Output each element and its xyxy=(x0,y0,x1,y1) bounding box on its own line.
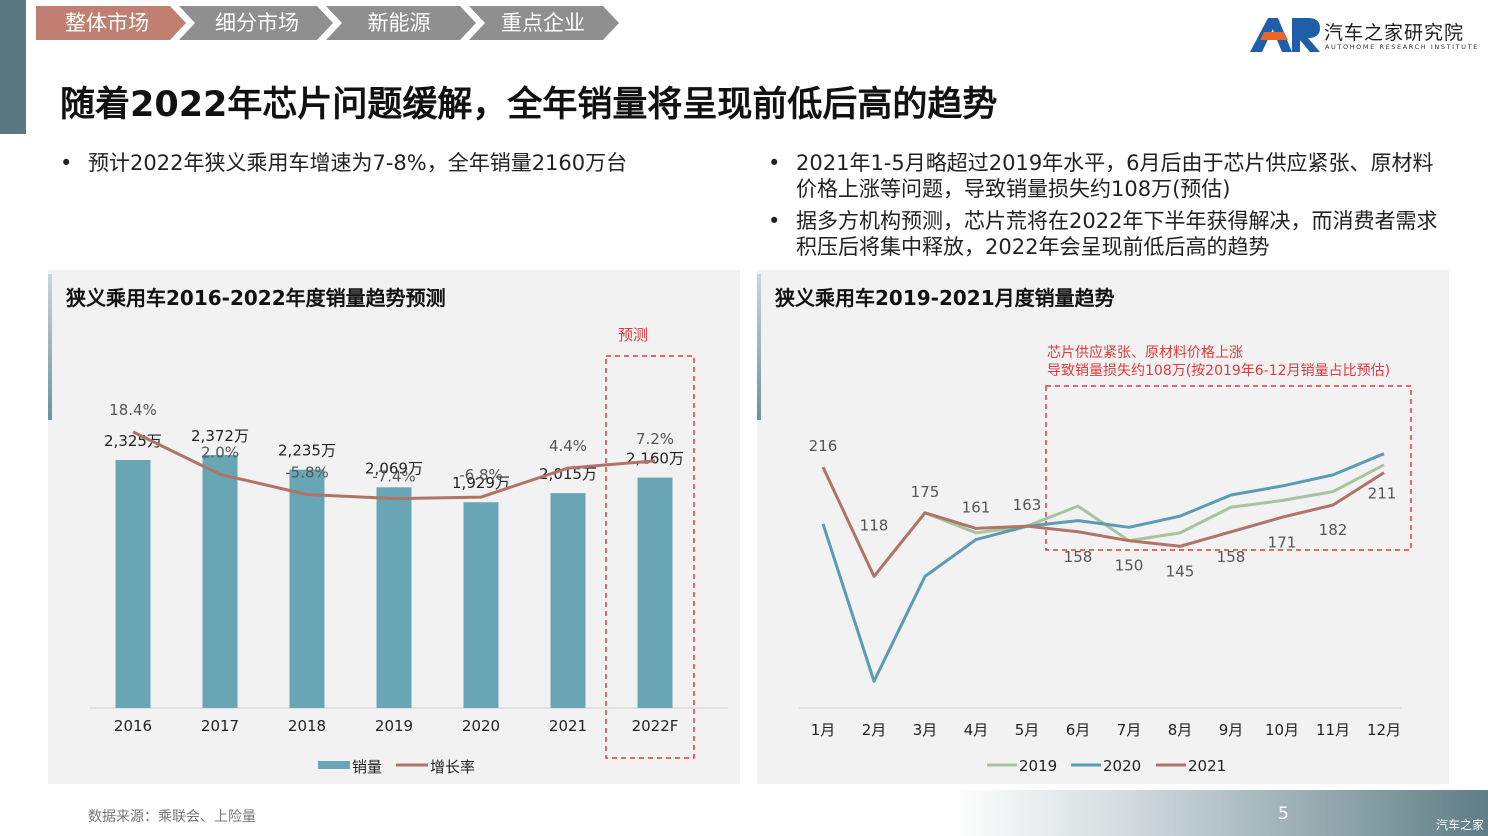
panel-accent xyxy=(48,274,52,420)
bar-value-label: 1,929万 xyxy=(452,474,510,492)
monthly-chart-svg: 芯片供应紧张、原材料价格上涨导致销量损失约108万(按2019年6-12月销量占… xyxy=(799,344,1412,775)
series-2021-point-label: 161 xyxy=(962,498,991,516)
page-title: 随着2022年芯片问题缓解，全年销量将呈现前低后高的趋势 xyxy=(60,85,998,125)
nav-tab-key-companies[interactable]: 重点企业 xyxy=(501,11,585,35)
series-2021-point-label: 118 xyxy=(860,516,889,534)
footer-band xyxy=(950,790,1488,836)
growth-rate-label: -7.4% xyxy=(372,468,416,486)
bullet-forecast: 预计2022年狭义乘用车增速为7-8%，全年销量2160万台 xyxy=(60,150,700,176)
bar-value-label: 2,372万 xyxy=(191,427,249,445)
x-tick-label: 2019 xyxy=(375,717,413,735)
x-tick-label: 9月 xyxy=(1219,721,1244,739)
monthly-chart-title: 狭义乘用车2019-2021月度销量趋势 xyxy=(775,286,1115,310)
series-2021-point-label: 150 xyxy=(1115,557,1144,575)
growth-rate-label: 4.4% xyxy=(549,437,587,455)
x-tick-label: 2022F xyxy=(632,717,679,735)
series-2019-line xyxy=(924,463,1385,543)
logo-ar-mark xyxy=(1250,18,1320,52)
series-2021-point-label: 158 xyxy=(1217,548,1246,566)
bullets-left: 预计2022年狭义乘用车增速为7-8%，全年销量2160万台 xyxy=(60,150,700,182)
chip-shortage-box xyxy=(1045,385,1412,551)
growth-rate-label: -6.8% xyxy=(459,466,503,484)
x-tick-label: 2020 xyxy=(462,717,500,735)
x-tick-label: 2017 xyxy=(201,717,239,735)
panel-accent xyxy=(757,274,761,420)
sales-bar xyxy=(115,460,151,708)
legend-label-growth: 增长率 xyxy=(430,758,475,776)
x-tick-label: 3月 xyxy=(913,721,938,739)
series-2021-line xyxy=(821,466,1385,578)
growth-rate-label: 18.4% xyxy=(109,401,157,419)
logo-english-name: AUTOHOME RESEARCH INSTITUTE xyxy=(1325,43,1479,51)
x-tick-label: 6月 xyxy=(1066,721,1091,739)
x-tick-label: 2018 xyxy=(288,717,326,735)
nav-tab-shape-3[interactable] xyxy=(326,6,476,40)
x-tick-label: 8月 xyxy=(1168,721,1193,739)
growth-rate-label: 2.0% xyxy=(201,443,239,461)
legend-label-2020: 2020 xyxy=(1103,757,1141,775)
sales-bar xyxy=(289,469,325,708)
sales-bar xyxy=(463,502,499,708)
x-tick-label: 10月 xyxy=(1265,721,1299,739)
series-2021-point-label: 216 xyxy=(809,437,838,455)
left-accent-bar xyxy=(0,0,26,134)
annual-chart-svg: 2,325万 2016 2,372万 2017 2,235万 2018 2,069万 2019… xyxy=(90,326,728,776)
monthly-chart-panel: 狭义乘用车2019-2021月度销量趋势 芯片供应紧张、原材料价格上涨导致销量损… xyxy=(757,270,1449,784)
x-tick-label: 5月 xyxy=(1015,721,1040,739)
forecast-box xyxy=(605,355,695,759)
nav-tab-shape-4[interactable] xyxy=(469,6,619,40)
legend-swatch-sales xyxy=(318,761,350,769)
bar-value-label: 2,325万 xyxy=(104,432,162,450)
nav-tab-segment[interactable]: 细分市场 xyxy=(215,11,299,35)
bullets-right: 2021年1-5月略超过2019年水平，6月后由于芯片供应紧张、原材料价格上涨等… xyxy=(768,150,1448,266)
watermark: 汽车之家 xyxy=(1436,818,1485,832)
x-tick-label: 2月 xyxy=(862,721,887,739)
legend-label-2019: 2019 xyxy=(1019,757,1057,775)
nav-tab-overall[interactable]: 整体市场 xyxy=(65,11,149,35)
chip-annotation-line1: 芯片供应紧张、原材料价格上涨 xyxy=(1047,344,1243,361)
brand-logo: 汽车之家研究院 AUTOHOME RESEARCH INSTITUTE xyxy=(1248,14,1478,58)
series-2021-point-label: 171 xyxy=(1268,533,1297,551)
series-2021-point-label: 158 xyxy=(1064,548,1093,566)
x-tick-label: 4月 xyxy=(964,721,989,739)
bar-value-label: 2,160万 xyxy=(626,450,684,468)
series-2021-point-label: 163 xyxy=(1013,496,1042,514)
growth-rate-label: 7.2% xyxy=(636,430,674,448)
page-number: 5 xyxy=(1278,804,1289,824)
sales-bar xyxy=(550,493,586,708)
nav-tab-nev[interactable]: 新能源 xyxy=(367,11,431,35)
x-tick-label: 1月 xyxy=(811,721,836,739)
bar-value-label: 2,069万 xyxy=(365,459,423,477)
series-2021-point-label: 175 xyxy=(911,483,940,501)
annual-chart-panel: 狭义乘用车2016-2022年度销量趋势预测 2,325万 2016 2,372万 2… xyxy=(48,270,740,784)
series-2021-point-label: 182 xyxy=(1319,521,1348,539)
bar-value-label: 2,235万 xyxy=(278,442,336,460)
x-tick-label: 2021 xyxy=(549,717,587,735)
series-2021-point-label: 211 xyxy=(1368,485,1397,503)
nav-tab-shape-2[interactable] xyxy=(179,6,333,40)
chip-annotation-line2: 导致销量损失约108万(按2019年6-12月销量占比预估) xyxy=(1047,363,1390,379)
nav-tab-shape-1[interactable] xyxy=(36,6,186,40)
bullet-chip-impact: 2021年1-5月略超过2019年水平，6月后由于芯片供应紧张、原材料价格上涨等… xyxy=(768,150,1448,202)
nav-arrows xyxy=(36,6,619,40)
x-tick-label: 11月 xyxy=(1316,721,1350,739)
series-2021-point-label: 145 xyxy=(1166,562,1195,580)
bar-value-label: 2,015万 xyxy=(539,465,597,483)
bullet-2022-outlook: 据多方机构预测，芯片荒将在2022年下半年获得解决，而消费者需求积压后将集中释放… xyxy=(768,208,1448,260)
x-tick-label: 7月 xyxy=(1117,721,1142,739)
logo-chinese-name: 汽车之家研究院 xyxy=(1324,22,1465,44)
sales-bar xyxy=(376,487,412,708)
forecast-annotation: 预测 xyxy=(618,326,648,344)
x-tick-label: 2016 xyxy=(114,717,152,735)
data-source: 数据来源：乘联会、上险量 xyxy=(88,809,256,825)
legend-label-sales: 销量 xyxy=(352,758,382,776)
annual-chart-title: 狭义乘用车2016-2022年度销量趋势预测 xyxy=(66,286,446,310)
sales-bar xyxy=(637,477,673,708)
x-tick-label: 12月 xyxy=(1367,721,1401,739)
series-2020-line xyxy=(821,452,1385,683)
growth-rate-label: -5.8% xyxy=(285,463,329,481)
sales-bar xyxy=(202,454,238,708)
growth-rate-line xyxy=(132,430,656,501)
legend-label-2021: 2021 xyxy=(1188,757,1226,775)
